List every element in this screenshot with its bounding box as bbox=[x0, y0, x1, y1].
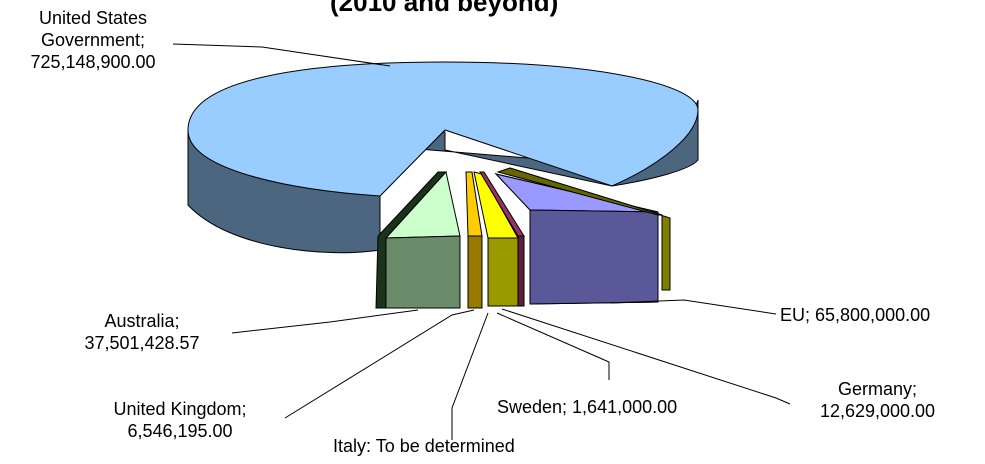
label-eu: EU; 65,800,000.00 bbox=[780, 305, 931, 325]
label-germany: Germany; 12,629,000.00 bbox=[790, 378, 965, 422]
slice-italy-front bbox=[517, 235, 525, 307]
label-sweden: Sweden; 1,641,000.00 bbox=[497, 397, 678, 417]
label-germany-name: Germany; bbox=[837, 379, 918, 399]
slice-united-states-top bbox=[187, 61, 699, 197]
label-australia-name: Australia; bbox=[104, 311, 180, 331]
label-australia-value: 37,501,428.57 bbox=[84, 333, 200, 353]
slice-sweden-front bbox=[487, 237, 519, 307]
leader-line-australia bbox=[231, 309, 419, 334]
slice-germany-side bbox=[496, 167, 663, 216]
label-united-kingdom-name: United Kingdom; bbox=[113, 399, 247, 419]
slice-eu-front bbox=[529, 209, 659, 305]
slice-australia-top bbox=[384, 170, 461, 239]
chart-title: (2010 and beyond) bbox=[330, 0, 559, 17]
label-germany-value: 12,629,000.00 bbox=[819, 401, 936, 421]
slice-australia-front bbox=[385, 235, 461, 309]
leader-line-italy bbox=[451, 312, 489, 440]
label-italy: Italy: To be determined bbox=[333, 436, 515, 456]
leader-line-germany bbox=[501, 308, 791, 405]
leader-line-eu bbox=[609, 299, 777, 315]
label-australia: Australia; 37,501,428.57 bbox=[52, 310, 232, 354]
label-united-states-name-1: United States bbox=[38, 8, 148, 28]
label-united-kingdom: United Kingdom; 6,546,195.00 bbox=[80, 398, 280, 442]
leader-line-united-kingdom bbox=[284, 309, 475, 419]
slice-united-kingdom-front bbox=[467, 235, 483, 309]
label-united-states-value: 725,148,900.00 bbox=[30, 52, 156, 72]
leader-line-sweden bbox=[496, 312, 610, 380]
label-united-states: United States Government; 725,148,900.00 bbox=[8, 7, 178, 73]
label-united-states-name-2: Government; bbox=[40, 30, 146, 50]
label-united-kingdom-value: 6,546,195.00 bbox=[127, 421, 233, 441]
leader-line-united-states bbox=[172, 43, 391, 67]
